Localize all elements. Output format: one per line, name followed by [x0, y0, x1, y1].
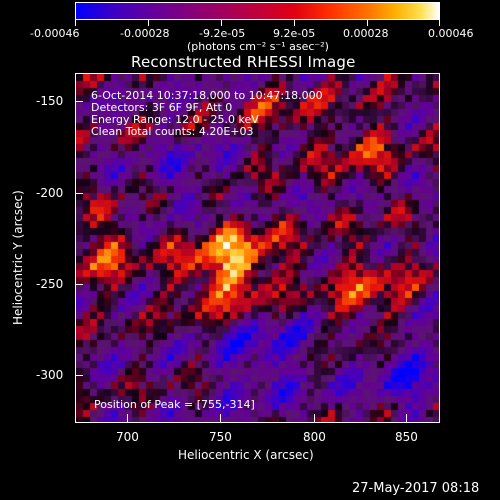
timestamp: 27-May-2017 08:18: [352, 481, 480, 496]
x-axis-tick: [220, 414, 221, 422]
colorbar-tick: [439, 20, 440, 26]
colorbar-tick: [294, 20, 295, 26]
y-axis-tick: [75, 375, 83, 376]
y-axis-tick: [75, 193, 83, 194]
plot-title: Reconstructed RHESSI Image: [131, 53, 356, 71]
colorbar-gradient: [76, 3, 439, 19]
x-axis-tick-label: 750: [209, 430, 232, 444]
colorbar-tick: [221, 20, 222, 26]
peak-position-label: Position of Peak = [755,-314]: [94, 398, 255, 411]
y-axis-tick: [75, 284, 83, 285]
x-axis-tick-label: 850: [395, 430, 418, 444]
plot-frame: 6-Oct-2014 10:37:18.000 to 10:47:18.000 …: [75, 73, 440, 423]
info-line-detectors: Detectors: 3F 6F 9F, Att 0: [91, 101, 233, 114]
colorbar-unit-label: (photons cm⁻² s⁻¹ asec⁻²): [187, 40, 329, 53]
reconstructed-image: [76, 74, 439, 422]
x-axis-tick-label: 700: [116, 430, 139, 444]
colorbar-tick: [148, 20, 149, 26]
info-line-energy: Energy Range: 12.0 - 25.0 keV: [91, 113, 259, 126]
colorbar-tick-label: 0.00028: [343, 27, 389, 40]
y-axis-tick-label: -150: [36, 94, 64, 108]
colorbar-tick: [75, 20, 76, 26]
y-axis-tick-label: -200: [36, 186, 64, 200]
x-axis-label: Heliocentric X (arcsec): [178, 448, 314, 462]
colorbar-tick-label: 9.2e-05: [273, 27, 316, 40]
colorbar-tick: [367, 20, 368, 26]
colorbar-tick-label: -0.00028: [120, 27, 170, 40]
x-axis-tick: [314, 414, 315, 422]
y-axis-tick-label: -250: [36, 277, 64, 291]
colorbar-tick-label: -9.2e-05: [199, 27, 246, 40]
colorbar-tick-label: 0.00046: [428, 27, 474, 40]
colorbar: [75, 2, 440, 20]
x-axis-tick: [127, 414, 128, 422]
y-axis-tick-label: -300: [36, 368, 64, 382]
colorbar-tick-label: -0.00046: [30, 27, 80, 40]
x-axis-tick-label: 800: [303, 430, 326, 444]
x-axis-tick: [406, 414, 407, 422]
y-axis-tick: [75, 101, 83, 102]
y-axis-label: Heliocentric Y (arcsec): [11, 190, 25, 325]
info-line-time: 6-Oct-2014 10:37:18.000 to 10:47:18.000: [91, 89, 323, 102]
info-line-counts: Clean Total counts: 4.20E+03: [91, 125, 254, 138]
